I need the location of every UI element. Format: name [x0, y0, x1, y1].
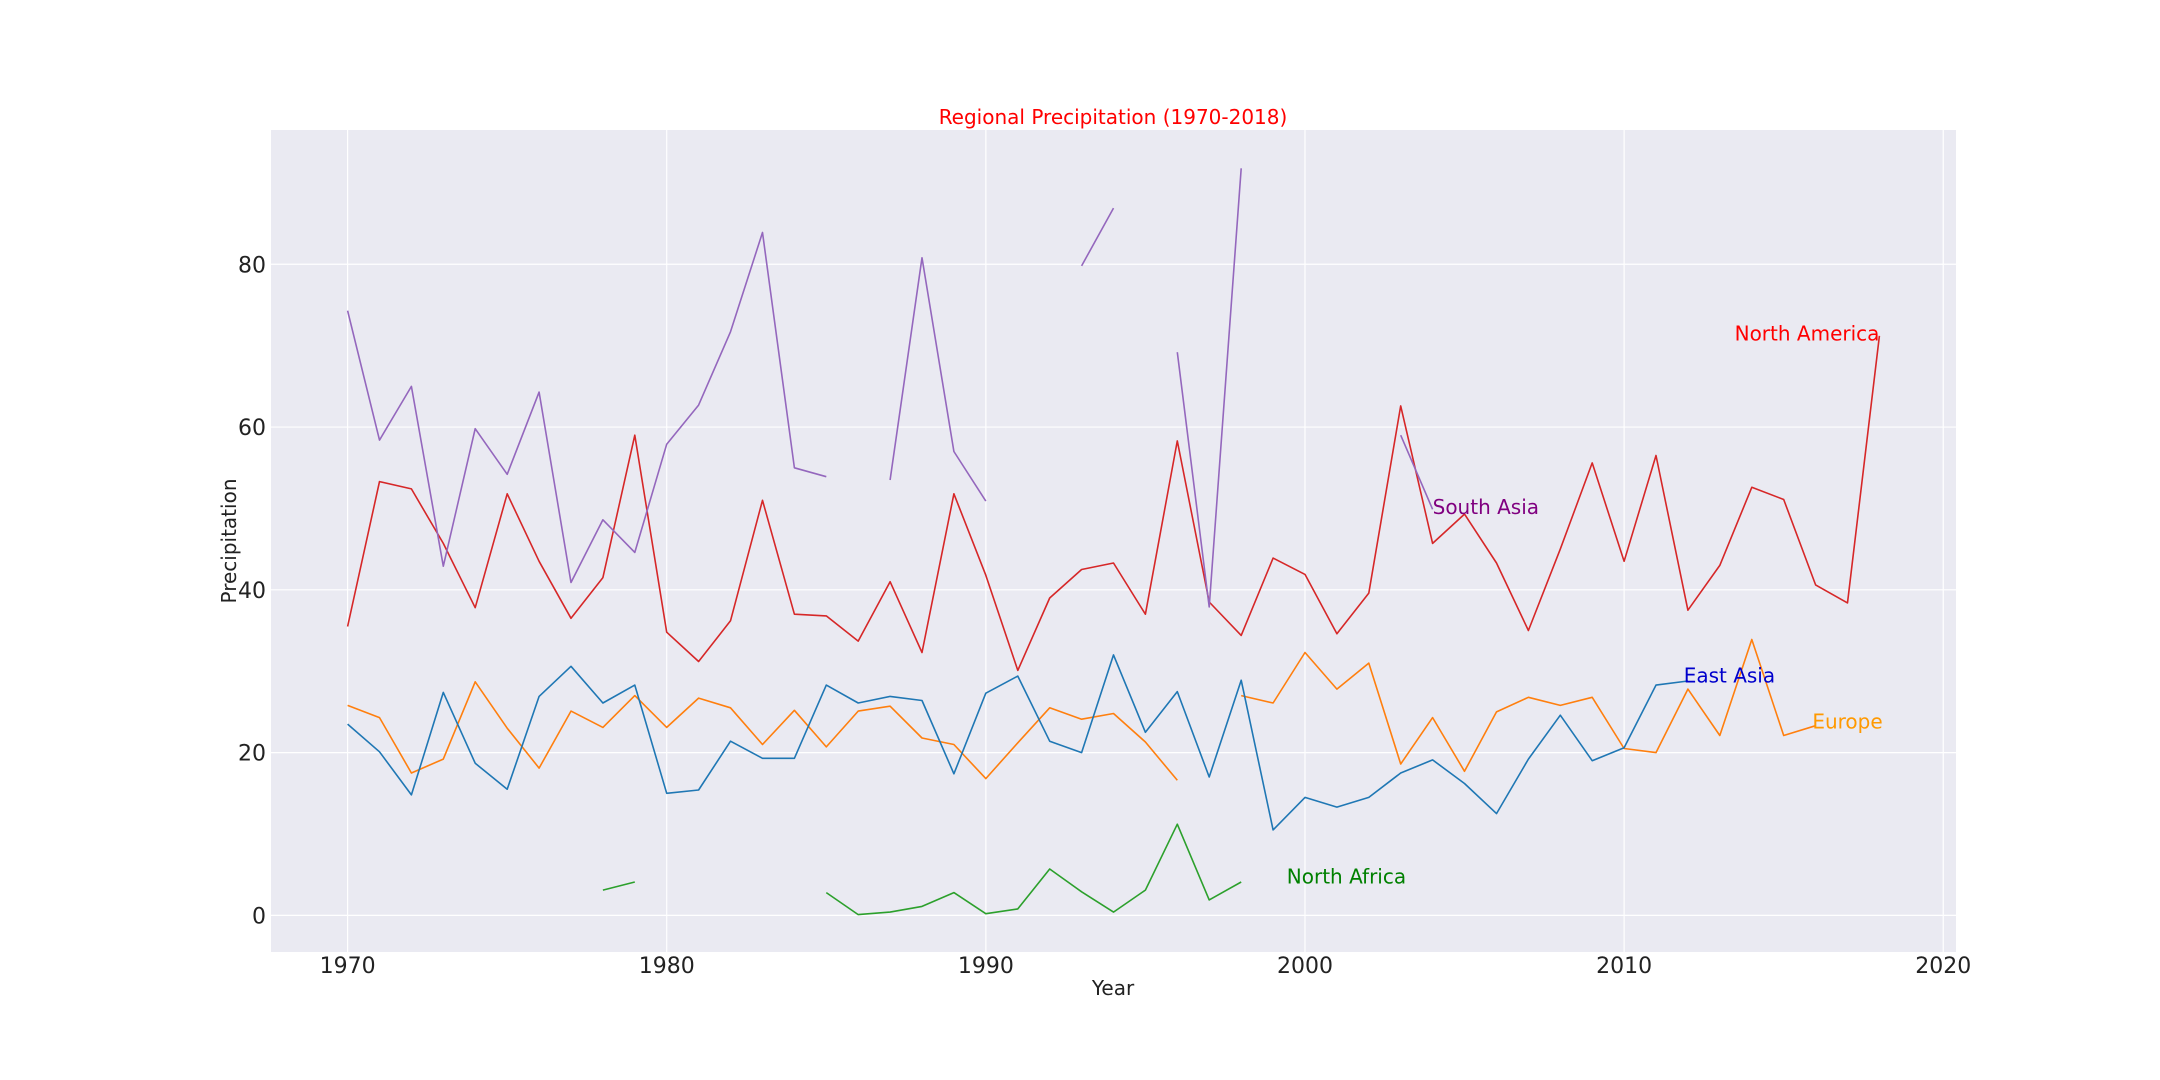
x-tick-label: 2020 — [1915, 954, 1971, 979]
x-axis-ticks: 1970 1980 1990 2000 2010 2020 — [320, 954, 1972, 979]
series-line-north-africa — [602, 823, 1242, 916]
x-tick-label: 1980 — [639, 954, 695, 979]
series-label-europe: Europe — [1812, 710, 1882, 734]
plot-area — [271, 130, 1956, 952]
series-label-north-africa: North Africa — [1287, 864, 1406, 888]
x-tick-label: 1970 — [320, 954, 376, 979]
y-tick-label: 40 — [238, 579, 266, 604]
gridlines — [271, 130, 1956, 952]
x-tick-label: 1990 — [958, 954, 1014, 979]
series-label-north-america: North America — [1735, 321, 1880, 345]
x-axis-title: Year — [1091, 976, 1135, 1000]
series-lines — [346, 168, 1881, 916]
y-axis-ticks: 0 20 40 60 80 — [238, 253, 266, 929]
y-tick-label: 0 — [252, 904, 266, 929]
y-tick-label: 20 — [238, 742, 266, 767]
series-line-east-asia — [347, 654, 1689, 831]
y-tick-label: 60 — [238, 416, 266, 441]
series-label-east-asia: East Asia — [1684, 663, 1775, 687]
x-tick-label: 2000 — [1277, 954, 1333, 979]
series-line-south-asia — [346, 168, 1434, 608]
series-label-south-asia: South Asia — [1433, 495, 1539, 519]
chart-title: Regional Precipitation (1970-2018) — [939, 105, 1288, 129]
series-line-north-america — [346, 335, 1881, 672]
series-labels: North America Europe East Asia North Africa… — [1287, 321, 1883, 888]
y-tick-label: 80 — [238, 253, 266, 278]
y-axis-title: Precipitation — [217, 478, 241, 603]
x-tick-label: 2010 — [1596, 954, 1652, 979]
